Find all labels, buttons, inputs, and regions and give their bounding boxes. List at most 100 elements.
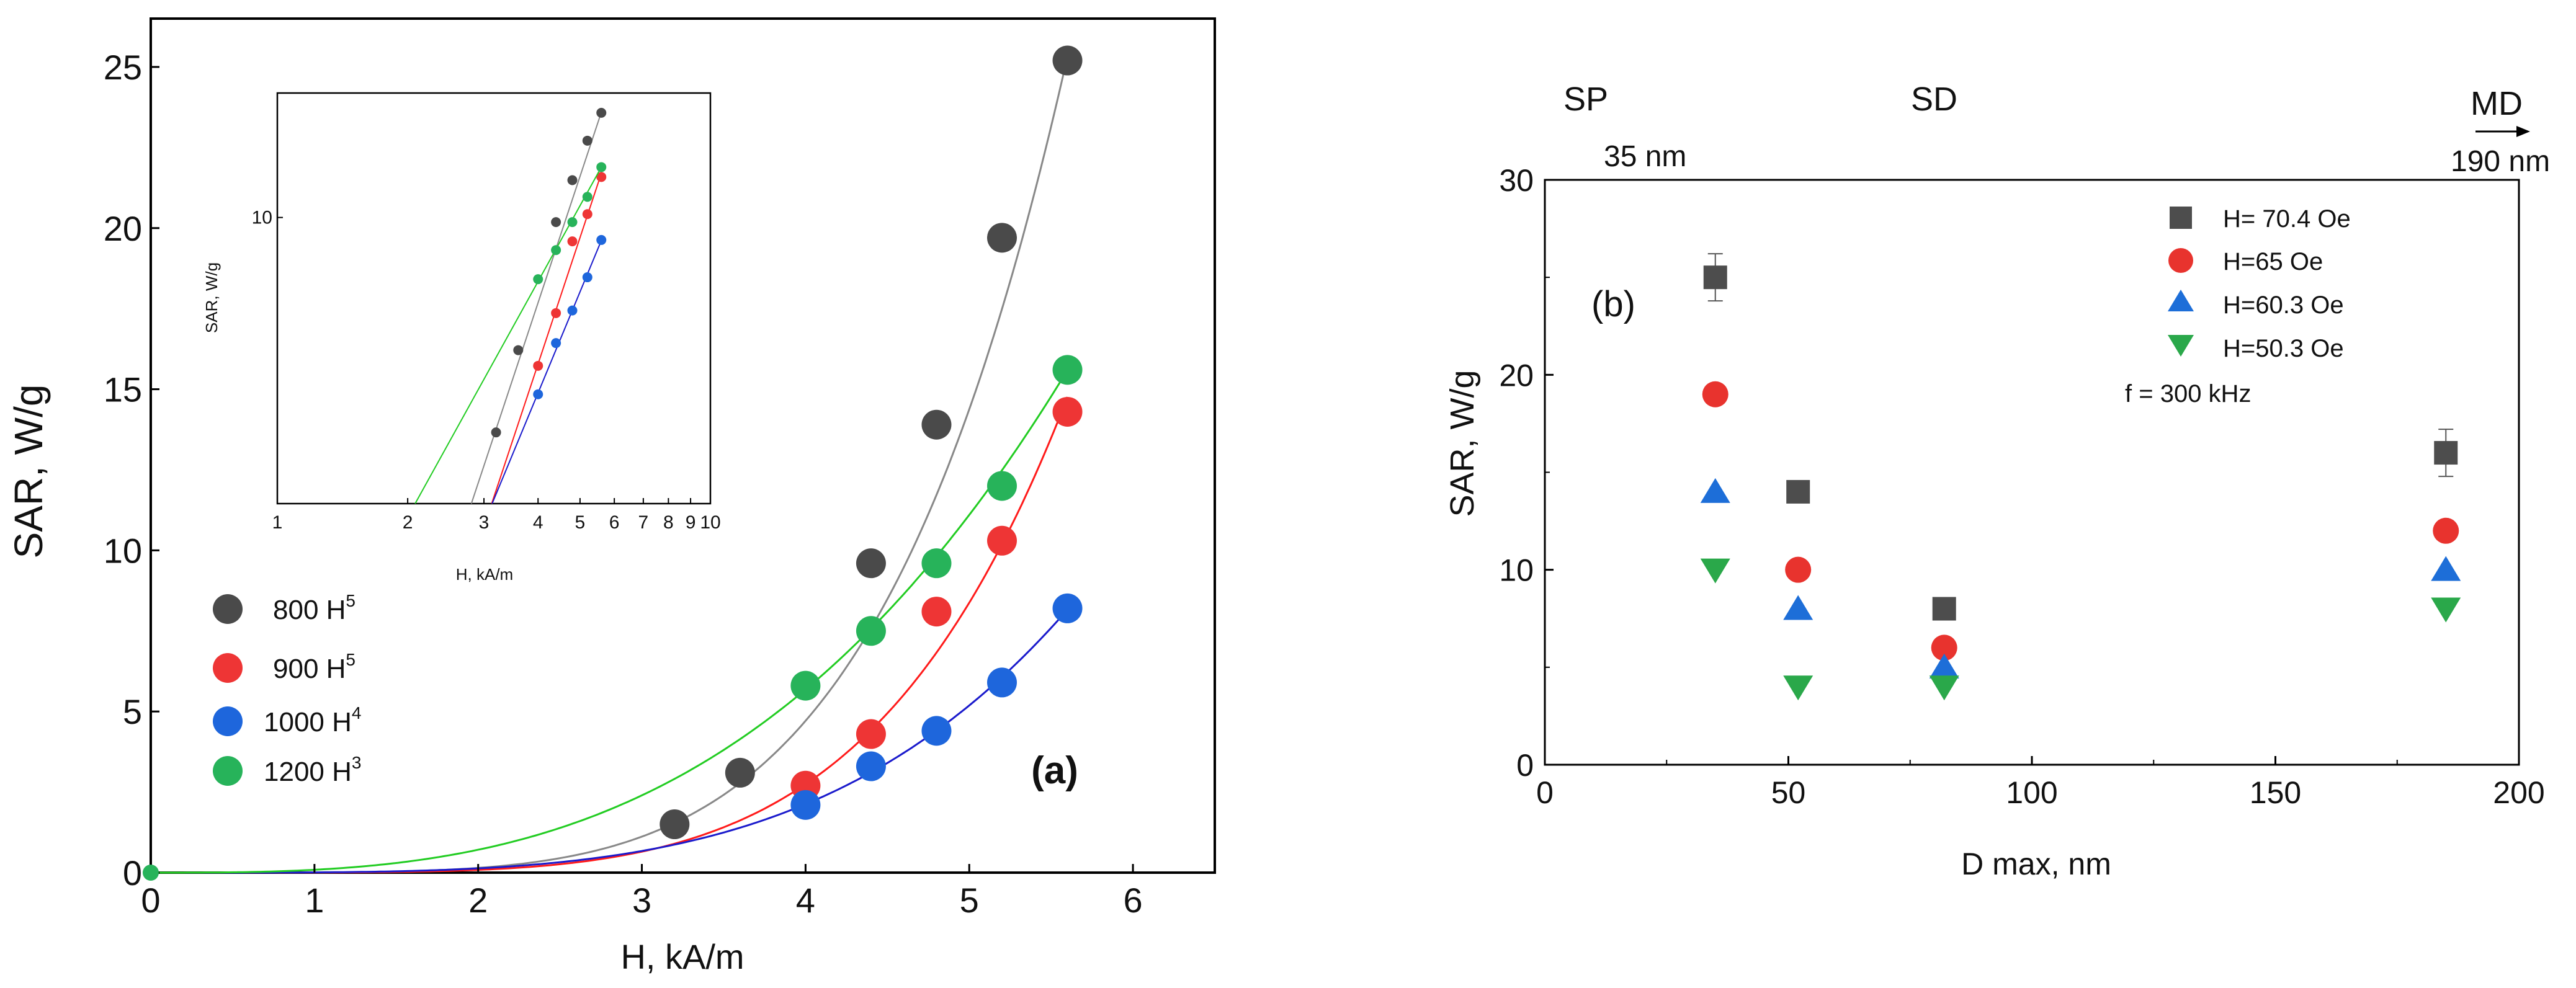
inset-y-axis-label: SAR, W/g — [202, 262, 221, 333]
inset-data-point-900 — [551, 308, 561, 318]
inset-data-point-800 — [596, 107, 607, 118]
inset-data-point-800 — [513, 345, 524, 355]
inset-data-point-1200 — [551, 245, 561, 256]
panel-b-axis-ticks: 0 50 100 150 200 0 10 20 30 — [1499, 163, 2544, 810]
data-point-1000 — [987, 667, 1017, 698]
inset-data-point-1000 — [596, 234, 607, 245]
legend-marker-900 — [213, 653, 243, 683]
panel-b-y-axis-label: SAR, W/g — [1444, 370, 1481, 517]
panel-b-data-points — [1700, 253, 2461, 701]
x-tick-label-b: 100 — [2006, 775, 2057, 810]
inset-x-axis-label: H, kA/m — [456, 565, 513, 584]
data-point-1200 — [856, 616, 886, 646]
region-label-sd: SD — [1911, 81, 1957, 118]
inset-data-point-900 — [533, 360, 543, 371]
legend-label-800: 800 H5 — [273, 591, 356, 625]
data-point-900 — [921, 597, 952, 627]
legend-label-h65: H=65 Oe — [2223, 248, 2323, 275]
x-tick-label-a: 3 — [632, 881, 651, 920]
legend-marker-1000 — [213, 706, 243, 736]
y-tick-label-a: 15 — [104, 370, 142, 409]
legend-marker-circle — [2168, 248, 2193, 273]
x-tick-label-a: 6 — [1123, 881, 1142, 920]
inset-x-tick-label: 3 — [479, 512, 490, 533]
inset-data-point-1200 — [533, 274, 543, 285]
x-tick-label-a: 5 — [960, 881, 979, 920]
md-arrow-head-icon — [2516, 126, 2530, 137]
data-point-800 — [725, 757, 755, 788]
x-tick-label-a: 2 — [468, 881, 488, 920]
region-label-md: MD — [2471, 85, 2523, 122]
data-point-800 — [921, 409, 952, 440]
x-tick-label-a: 4 — [796, 881, 815, 920]
y-tick-label-b: 0 — [1516, 748, 1534, 783]
panel-b-label: (b) — [1591, 284, 1635, 324]
x-tick-label-b: 50 — [1771, 775, 1806, 810]
data-point-triangle-down — [2431, 597, 2461, 623]
x-tick-label-b: 200 — [2493, 775, 2544, 810]
panel-a-label: (a) — [1031, 749, 1078, 792]
data-point-800 — [987, 223, 1017, 253]
legend-label-900: 900 H5 — [273, 650, 356, 684]
panel-a-y-axis-label: SAR, W/g — [6, 385, 51, 559]
data-point-square — [1932, 597, 1956, 621]
data-point-800 — [856, 548, 886, 579]
data-point-1200 — [143, 865, 159, 881]
inset-x-tick-label: 4 — [533, 512, 543, 533]
panel-a-data-points — [143, 45, 1083, 881]
data-point-circle — [1785, 556, 1812, 583]
inset-data-point-900 — [567, 236, 578, 247]
data-point-1000 — [1052, 593, 1083, 623]
data-point-800 — [660, 809, 690, 840]
y-tick-label-a: 25 — [104, 48, 142, 87]
inset-x-tick-label: 1 — [272, 512, 283, 533]
data-point-triangle-up — [1929, 653, 1959, 679]
panel-a-legend: 800 H5 900 H5 1000 H4 1200 H3 — [213, 591, 361, 787]
y-tick-label-b: 20 — [1499, 358, 1534, 393]
inset-data-point-1000 — [567, 305, 578, 316]
data-point-triangle-up — [1783, 595, 1813, 620]
y-tick-label-b: 30 — [1499, 163, 1534, 198]
x-tick-label-b: 150 — [2250, 775, 2301, 810]
legend-marker-800 — [213, 594, 243, 624]
inset-x-tick-label: 6 — [609, 512, 620, 533]
legend-marker-triangle-up — [2168, 290, 2194, 311]
inset-data-point-1000 — [582, 272, 593, 283]
inset-data-point-800 — [567, 175, 578, 185]
data-point-triangle-down — [1929, 675, 1959, 701]
data-point-square — [2434, 441, 2458, 465]
inset-data-point-800 — [551, 217, 561, 228]
data-point-triangle-up — [1700, 478, 1730, 503]
fit-curve-1000 — [151, 608, 1068, 874]
panel-b-legend: H= 70.4 Oe H=65 Oe H=60.3 Oe H=50.3 Oe f… — [2125, 205, 2351, 407]
legend-label-1200: 1200 H3 — [264, 753, 361, 787]
y-tick-label-a: 0 — [123, 853, 142, 892]
x-tick-label-a: 0 — [141, 881, 160, 920]
data-point-1000 — [921, 716, 952, 746]
legend-marker-square — [2170, 207, 2192, 229]
legend-label-h70: H= 70.4 Oe — [2223, 205, 2351, 233]
x-tick-label-a: 1 — [305, 881, 324, 920]
data-point-800 — [1052, 45, 1083, 76]
region-label-sp: SP — [1563, 81, 1608, 118]
legend-label-h60: H=60.3 Oe — [2223, 292, 2344, 319]
inset-plot-frame — [276, 92, 712, 505]
inset-data-point-800 — [491, 427, 501, 438]
inset-data-point-1000 — [533, 389, 543, 399]
y-tick-label-b: 10 — [1499, 553, 1534, 588]
panel-b-x-axis-label: D max, nm — [1961, 847, 2111, 881]
inset-data-point-1200 — [582, 192, 593, 202]
data-point-1000 — [856, 751, 886, 781]
inset-x-tick-label: 10 — [700, 512, 720, 533]
data-point-1200 — [987, 471, 1017, 501]
data-point-triangle-down — [1783, 675, 1813, 701]
data-point-1200 — [921, 548, 952, 579]
data-point-1200 — [790, 670, 821, 701]
inset-x-tick-label: 9 — [686, 512, 696, 533]
inset-x-tick-label: 2 — [403, 512, 413, 533]
y-tick-label-a: 20 — [104, 209, 142, 248]
inset-y-tick-label: 10 — [252, 208, 272, 228]
panel-b: 0 50 100 150 200 0 10 20 30 (b) D max, nm SAR, W… — [1444, 81, 2550, 881]
